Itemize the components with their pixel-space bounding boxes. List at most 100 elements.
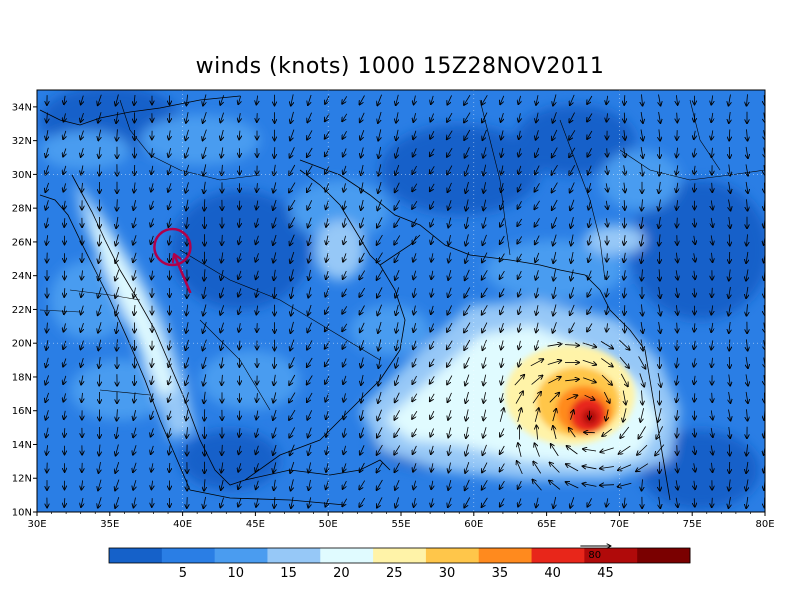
wind-vector <box>220 497 223 508</box>
wind-vector <box>289 409 296 420</box>
wind-vector <box>533 480 542 491</box>
wind-vector <box>81 287 83 297</box>
wind-vector <box>238 463 241 471</box>
wind-vector <box>637 444 648 455</box>
y-tick-label: 18N <box>12 372 32 383</box>
wind-vector <box>694 130 695 139</box>
wind-vector <box>116 94 119 106</box>
wind-vector <box>307 392 313 402</box>
wind-vector <box>694 323 695 331</box>
wind-vector <box>325 165 330 174</box>
wind-vector <box>589 217 591 227</box>
wind-vector <box>238 498 241 506</box>
wind-vector <box>222 444 223 455</box>
wind-vector <box>448 392 452 402</box>
wind-vector <box>290 234 295 246</box>
wind-vector <box>168 410 171 420</box>
wind-vector <box>712 182 713 192</box>
wind-vector <box>81 357 84 367</box>
wind-vector <box>583 466 597 469</box>
wind-vector <box>552 409 556 422</box>
wind-vector <box>151 375 153 384</box>
wind-vector <box>308 252 310 262</box>
wind-vector <box>99 164 100 176</box>
wind-vector <box>395 287 400 297</box>
wind-vector <box>547 361 561 365</box>
wind-vector <box>377 427 383 437</box>
wind-vector <box>308 234 311 245</box>
wind-vector <box>360 427 363 438</box>
wind-vector <box>694 113 695 121</box>
wind-vector <box>624 287 625 298</box>
wind-vector <box>659 216 661 228</box>
wind-vector <box>501 392 503 402</box>
wind-vector <box>606 288 608 296</box>
wind-vector <box>711 340 713 349</box>
wind-vector <box>624 305 625 315</box>
wind-vector <box>204 199 205 210</box>
wind-vector <box>711 322 713 332</box>
wind-vector <box>46 200 49 209</box>
wind-vector <box>569 322 575 333</box>
wind-vector <box>99 444 100 456</box>
wind-vector <box>431 270 433 279</box>
wind-vector <box>483 164 485 176</box>
wind-vector <box>642 164 643 175</box>
wind-vector <box>186 322 188 333</box>
wind-vector <box>115 286 120 298</box>
wind-vector <box>133 252 136 262</box>
colorbar-label: 45 <box>597 566 614 581</box>
wind-vector <box>694 463 696 471</box>
wind-vector <box>99 234 100 246</box>
wind-vector <box>256 288 258 297</box>
wind-vector <box>500 288 505 297</box>
wind-vector <box>569 147 576 157</box>
wind-vector <box>169 462 170 472</box>
wind-vector <box>483 409 485 421</box>
wind-vector <box>239 113 241 122</box>
wind-vector <box>482 287 488 297</box>
wind-vector <box>204 391 205 403</box>
wind-vector <box>430 166 435 173</box>
wind-vector <box>548 377 560 384</box>
wind-vector <box>290 444 295 456</box>
wind-vector <box>569 165 576 175</box>
wind-vector <box>482 322 488 333</box>
wind-vector <box>729 426 730 438</box>
wind-vector <box>81 480 82 489</box>
wind-vector <box>220 322 223 333</box>
y-tick-label: 24N <box>12 271 32 282</box>
wind-vector <box>222 374 223 385</box>
wind-vector <box>238 480 241 489</box>
wind-vector <box>465 461 470 473</box>
wind-vector <box>447 340 453 350</box>
wind-vector <box>430 218 433 227</box>
wind-vector <box>729 129 730 141</box>
wind-vector <box>659 199 661 211</box>
wind-vector <box>344 410 346 420</box>
wind-vector <box>98 322 102 332</box>
wind-vector <box>624 130 625 140</box>
wind-vector <box>343 445 345 454</box>
wind-vector <box>659 304 661 316</box>
wind-vector <box>588 182 591 192</box>
wind-vector <box>221 129 224 140</box>
wind-vector <box>412 183 418 192</box>
wind-vector <box>712 147 713 157</box>
wind-vector <box>308 444 311 455</box>
wind-vector <box>676 182 678 192</box>
wind-vector <box>63 148 66 157</box>
wind-vector <box>394 445 401 454</box>
wind-vector <box>747 304 748 315</box>
wind-vector <box>465 479 470 490</box>
wind-vector <box>566 395 578 401</box>
wind-vector <box>307 130 313 139</box>
wind-vector <box>676 287 678 297</box>
wind-vector <box>64 323 66 331</box>
wind-vector <box>747 199 748 210</box>
wind-vector <box>623 408 627 421</box>
wind-vector <box>273 217 277 228</box>
wind-vector <box>518 95 520 104</box>
wind-vector <box>553 304 556 316</box>
wind-vector <box>274 164 276 175</box>
